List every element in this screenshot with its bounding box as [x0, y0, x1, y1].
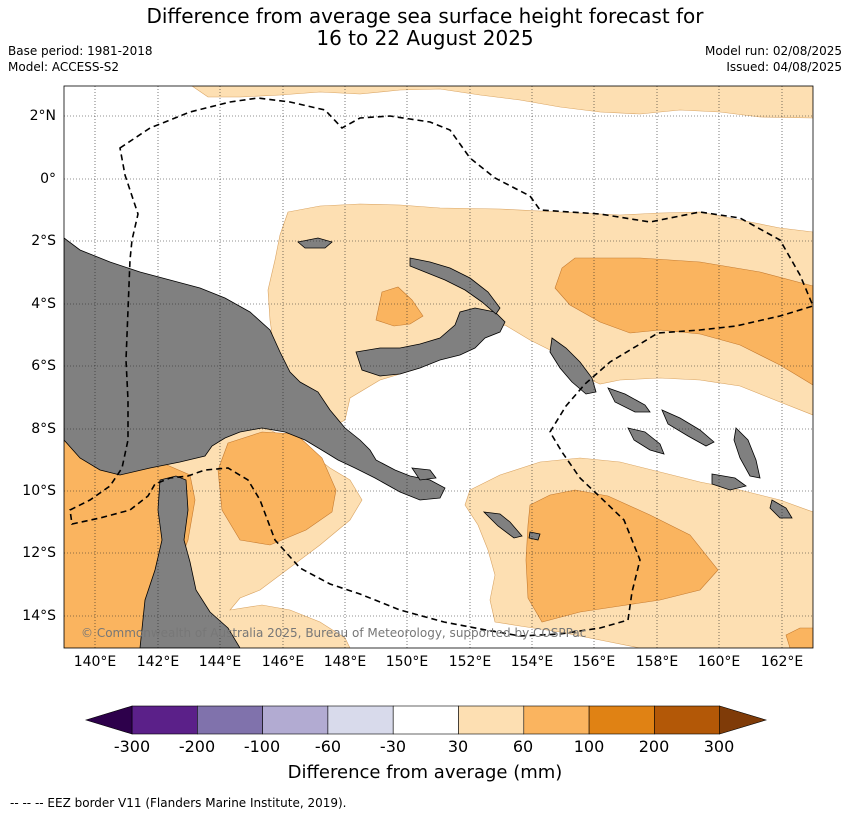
copyright-notice: © Commonwealth of Australia 2025, Bureau…	[81, 626, 587, 640]
lon-label: 144°E	[198, 654, 242, 670]
colorbar-swatch	[654, 705, 721, 735]
eez-legend-note: -- -- -- EEZ border V11 (Flanders Marine…	[10, 796, 347, 810]
colorbar	[84, 705, 768, 735]
anomaly-60-100-east	[554, 257, 813, 386]
map-area	[64, 86, 813, 648]
eez-border	[69, 97, 813, 637]
chart-title-line-2: 16 to 22 August 2025	[316, 26, 534, 50]
lon-label: 142°E	[136, 654, 180, 670]
lon-label: 162°E	[760, 654, 804, 670]
colorbar-swatch	[523, 705, 590, 735]
colorbar-tick: 60	[512, 737, 534, 756]
colorbar-tick: -300	[113, 737, 151, 756]
lat-label: 10°S	[22, 483, 56, 499]
lat-label: 2°S	[31, 233, 56, 249]
fergusson-island-land	[411, 467, 437, 481]
colorbar-swatch	[458, 705, 525, 735]
lat-label: 12°S	[22, 545, 56, 561]
colorbar-tick: 200	[638, 737, 670, 756]
colorbar-tick: 100	[573, 737, 605, 756]
solomon-island-3	[627, 427, 665, 455]
lat-label: 0°	[40, 171, 56, 187]
colorbar-tick: 300	[703, 737, 735, 756]
new-guinea-land	[64, 237, 446, 501]
lon-label: 140°E	[73, 654, 117, 670]
manus-island-land	[297, 237, 333, 249]
meta-left: Base period: 1981-2018 Model: ACCESS-S2	[8, 43, 153, 75]
colorbar-tick: 30	[447, 737, 469, 756]
anomaly-60-100-small	[375, 286, 424, 327]
lat-label: 4°S	[31, 296, 56, 312]
issued-label: Issued: 04/08/2025	[726, 60, 842, 74]
lon-label: 154°E	[510, 654, 554, 670]
colorbar-swatch	[392, 705, 459, 735]
new-ireland-land	[409, 257, 501, 315]
solomon-island-5	[711, 473, 747, 491]
lon-label: 146°E	[261, 654, 305, 670]
solomon-island-6	[769, 499, 793, 519]
solomon-island-2	[661, 409, 715, 447]
lat-label: 6°S	[31, 358, 56, 374]
anomaly-60-100-corner	[785, 627, 813, 648]
colorbar-tick: -30	[379, 737, 407, 756]
colorbar-swatch	[262, 705, 329, 735]
colorbar-extend-low	[84, 705, 133, 735]
colorbar-extend-high	[719, 705, 768, 735]
base-period-label: Base period: 1981-2018	[8, 44, 153, 58]
solomon-island-1	[607, 387, 651, 413]
colorbar-tick: -100	[243, 737, 281, 756]
colorbar-swatch	[131, 705, 198, 735]
cape-york-land	[139, 475, 241, 648]
colorbar-swatch	[588, 705, 655, 735]
map-frame	[63, 85, 814, 649]
lon-label: 160°E	[697, 654, 741, 670]
new-britain-land	[355, 307, 506, 377]
model-label: Model: ACCESS-S2	[8, 60, 120, 74]
louisiade-island-land	[482, 511, 523, 539]
lon-label: 158°E	[635, 654, 679, 670]
lon-label: 156°E	[572, 654, 616, 670]
colorbar-tick: -200	[178, 737, 216, 756]
colorbar-swatch	[327, 705, 394, 735]
bougainville-land	[549, 337, 597, 395]
lat-label: 8°S	[31, 421, 56, 437]
lon-label: 150°E	[385, 654, 429, 670]
lat-label: 14°S	[22, 608, 56, 624]
chart-title-line-1: Difference from average sea surface heig…	[146, 4, 704, 28]
anomaly-60-100-southeast	[525, 489, 719, 623]
meta-right: Model run: 02/08/2025 Issued: 04/08/2025	[705, 43, 842, 75]
colorbar-title: Difference from average (mm)	[287, 762, 563, 783]
anomaly-30-60-north	[191, 86, 813, 119]
graticule	[64, 86, 813, 648]
lon-label: 148°E	[323, 654, 367, 670]
solomon-island-4	[733, 427, 761, 479]
lon-label: 152°E	[448, 654, 492, 670]
model-run-label: Model run: 02/08/2025	[704, 44, 842, 58]
colorbar-tick: -60	[314, 737, 342, 756]
lat-label: 2°N	[29, 108, 56, 124]
colorbar-swatch	[197, 705, 263, 735]
